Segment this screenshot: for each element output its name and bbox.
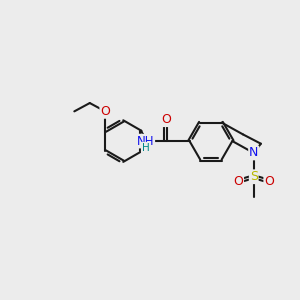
Text: NH: NH [137, 135, 154, 148]
Text: S: S [250, 170, 258, 183]
Text: O: O [100, 105, 110, 118]
Text: O: O [264, 175, 274, 188]
Text: O: O [161, 113, 171, 126]
Text: H: H [142, 142, 149, 153]
Text: O: O [233, 175, 243, 188]
Text: N: N [249, 146, 258, 160]
